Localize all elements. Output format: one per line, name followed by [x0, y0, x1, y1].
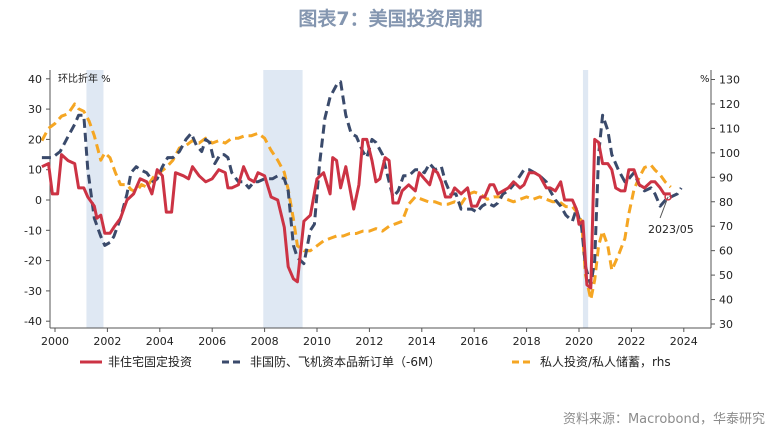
x-tick-label: 2020 [565, 335, 593, 348]
source-note: 资料来源：Macrobond，华泰研究 [562, 412, 765, 427]
legend-label-2: 私人投资/私人储蓄，rhs [540, 354, 671, 369]
annotation-leader [659, 196, 669, 219]
y-right-tick-label: 100 [719, 147, 740, 160]
legend-label-1: 非国防、飞机资本品新订单（-6M） [250, 354, 440, 369]
series-line-0 [41, 137, 671, 290]
annotation-marker [664, 193, 672, 201]
recession-band [582, 70, 589, 328]
recession-band [263, 70, 303, 328]
y-left-tick-label: 10 [28, 164, 42, 177]
x-tick-label: 2012 [355, 335, 383, 348]
y-left-tick-label: -20 [24, 255, 42, 268]
x-tick-label: 2004 [146, 335, 174, 348]
y-right-tick-label: 80 [719, 196, 733, 209]
right-unit-label: % [700, 74, 710, 85]
y-left-tick-label: 20 [28, 133, 42, 146]
y-right-tick-label: 130 [719, 74, 740, 87]
y-left-tick-label: 30 [28, 103, 42, 116]
recession-band [86, 70, 104, 328]
x-tick-label: 2014 [408, 335, 436, 348]
chart-title: 图表7：美国投资周期 [298, 8, 483, 30]
y-right-tick-label: 120 [719, 98, 740, 111]
y-left-tick-label: 0 [35, 194, 42, 207]
y-right-tick-label: 60 [719, 245, 733, 258]
x-tick-label: 2002 [93, 335, 121, 348]
legend: 非住宅固定投资 非国防、飞机资本品新订单（-6M） 私人投资/私人储蓄，rhs [80, 354, 671, 369]
x-tick-label: 2024 [670, 335, 698, 348]
y-left-tick-label: -30 [24, 285, 42, 298]
x-tick-label: 2022 [617, 335, 645, 348]
y-left-tick-label: 40 [28, 73, 42, 86]
y-right-tick-label: 30 [719, 318, 733, 331]
annotation-label: 2023/05 [648, 223, 694, 236]
x-tick-label: 2000 [41, 335, 69, 348]
x-tick-label: 2008 [251, 335, 279, 348]
x-tick-label: 2018 [513, 335, 541, 348]
y-left-tick-label: -10 [24, 224, 42, 237]
y-right-tick-label: 70 [719, 220, 733, 233]
legend-label-0: 非住宅固定投资 [108, 354, 192, 369]
y-right-tick-label: 50 [719, 269, 733, 282]
chart-axes [46, 70, 715, 332]
y-right-tick-label: 110 [719, 122, 740, 135]
y-right-tick-label: 40 [719, 294, 733, 307]
x-tick-label: 2016 [460, 335, 488, 348]
tick-labels: 2000 2002 2004 2006 2008 2010 2012 2014 2016 2018… [24, 73, 740, 348]
y-left-tick-label: -40 [24, 315, 42, 328]
series-lines [40, 80, 683, 302]
x-tick-label: 2006 [198, 335, 226, 348]
y-right-tick-label: 90 [719, 171, 733, 184]
left-unit-label: 环比折年 % [58, 72, 111, 85]
x-tick-label: 2010 [303, 335, 331, 348]
recession-shading [86, 70, 589, 328]
